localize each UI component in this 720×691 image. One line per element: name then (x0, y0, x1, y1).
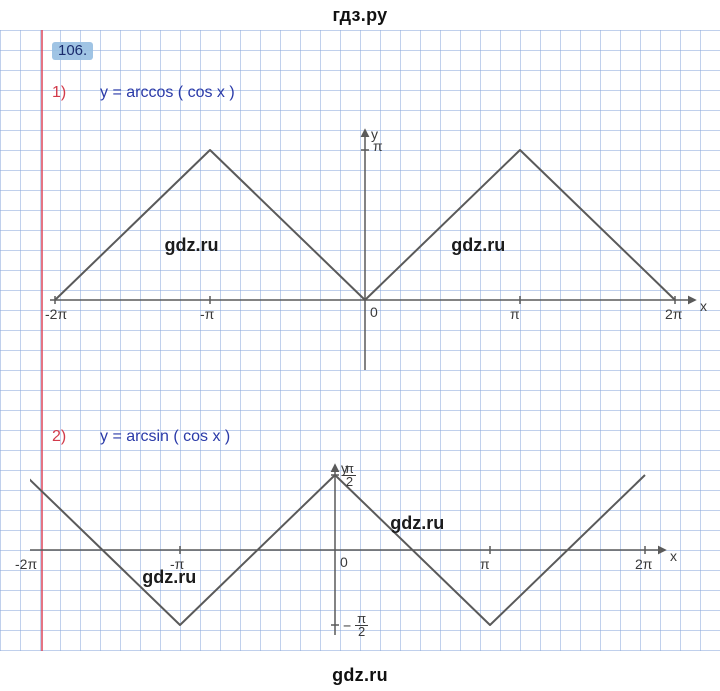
page: гдз.ру gdz.ru 106. 1) y = arccos ( cos x… (0, 0, 720, 691)
xtick--2: -2π (15, 556, 37, 572)
xtick-1: π (480, 556, 490, 572)
ytick--0.5: − π2 (343, 613, 368, 638)
xtick-2: 2π (635, 556, 652, 572)
subitem-1-equation: y = arccos ( cos x ) (100, 84, 235, 102)
ytick-0.5: π2 (343, 463, 356, 488)
plot-arcsin-cosx: 0xy-2π-ππ2ππ2− π2gdz.rugdz.ru (30, 460, 700, 640)
xtick-1: π (510, 306, 520, 322)
x-axis-label: x (670, 548, 677, 564)
xtick--1: -π (200, 306, 214, 322)
problem-number: 106. (52, 42, 93, 60)
subitem-1-number: 1) (52, 84, 66, 102)
xtick--2: -2π (45, 306, 67, 322)
subitem-2-number: 2) (52, 428, 66, 446)
xtick--1: -π (170, 556, 184, 572)
plot-arccos-cosx: 0xy-2π-ππ2ππgdz.rugdz.ru (30, 115, 700, 375)
subitem-2-equation: y = arcsin ( cos x ) (100, 428, 230, 446)
xtick-2: 2π (665, 306, 682, 322)
header-watermark: гдз.ру (0, 5, 720, 26)
footer-watermark: gdz.ru (0, 665, 720, 686)
plot-svg (30, 115, 700, 375)
origin-label: 0 (370, 304, 378, 320)
origin-label: 0 (340, 554, 348, 570)
x-axis-label: x (700, 298, 707, 314)
ytick-1: π (373, 138, 383, 154)
